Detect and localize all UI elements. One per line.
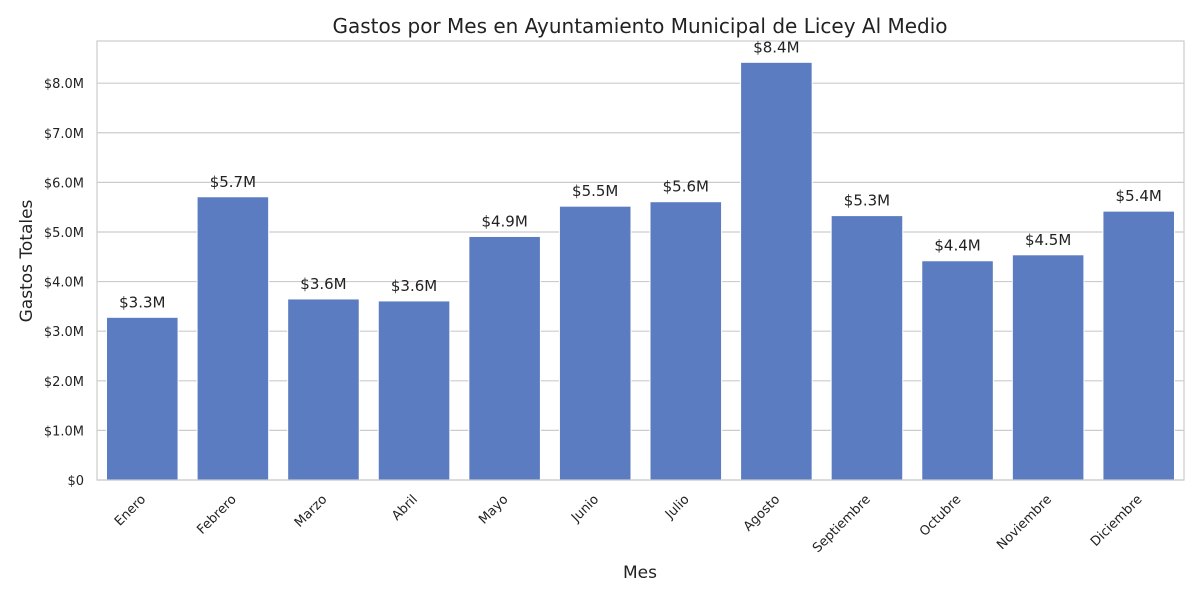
y-tick-label: $8.0M: [44, 77, 84, 92]
data-label: $5.5M: [572, 182, 618, 200]
x-tick-label: Junio: [568, 492, 602, 526]
x-tick-label: Abril: [389, 492, 421, 524]
bar-octubre: [921, 260, 994, 481]
x-tick-label: Octubre: [917, 492, 964, 539]
bar-marzo: [287, 298, 360, 481]
x-axis-label: Mes: [623, 563, 657, 583]
data-label: $3.3M: [119, 293, 165, 311]
y-tick-label: $5.0M: [44, 226, 84, 241]
x-tick-label: Noviembre: [994, 492, 1055, 553]
bar-abril: [377, 300, 451, 481]
data-labels: $3.3M $5.7M $3.6M $3.6M $4.9M $5.5M $5.6M $8.4M…: [119, 38, 1162, 311]
data-label: $5.3M: [844, 192, 890, 210]
data-label: $5.6M: [663, 178, 709, 196]
data-label: $4.4M: [934, 237, 980, 255]
data-label: $8.4M: [753, 38, 799, 56]
y-tick-label: $0: [67, 474, 84, 489]
y-axis-label: Gastos Totales: [17, 199, 37, 322]
plot-frame: [96, 40, 1185, 481]
x-tick-label: Julio: [662, 492, 693, 523]
y-axis-ticks: $0 $1.0M $2.0M $3.0M $4.0M $5.0M $6.0M $7.0M $8.…: [44, 77, 84, 489]
bar-agosto: [740, 61, 813, 481]
y-tick-label: $3.0M: [44, 325, 84, 340]
data-label: $4.5M: [1025, 231, 1071, 249]
bar-diciembre: [1102, 210, 1175, 481]
bar-enero: [106, 316, 179, 481]
data-label: $3.6M: [300, 275, 346, 293]
x-tick-label: Marzo: [292, 492, 330, 530]
x-axis-ticks: Enero Febrero Marzo Abril Mayo Junio Julio Agos…: [112, 492, 1146, 556]
y-tick-label: $7.0M: [44, 127, 84, 142]
bar-junio: [558, 205, 632, 481]
x-tick-label: Diciembre: [1088, 492, 1146, 550]
bar-mayo: [468, 235, 541, 481]
bars: [106, 61, 1175, 481]
gridlines: [97, 82, 1184, 481]
chart-title: Gastos por Mes en Ayuntamiento Municipal…: [332, 14, 947, 38]
data-label: $5.4M: [1116, 187, 1162, 205]
y-tick-label: $6.0M: [44, 176, 84, 191]
bar-septiembre: [830, 215, 904, 481]
y-tick-label: $2.0M: [44, 375, 84, 390]
bar-febrero: [196, 196, 270, 481]
data-label: $4.9M: [481, 212, 527, 230]
bar-noviembre: [1011, 254, 1085, 481]
data-label: $3.6M: [391, 277, 437, 295]
x-tick-label: Septiembre: [810, 492, 874, 556]
x-tick-label: Enero: [112, 492, 149, 529]
x-tick-label: Febrero: [194, 492, 239, 537]
y-tick-label: $4.0M: [44, 276, 84, 291]
x-tick-label: Mayo: [476, 492, 511, 527]
data-label: $5.7M: [210, 173, 256, 191]
y-tick-label: $1.0M: [44, 424, 84, 439]
bar-julio: [649, 201, 723, 481]
x-tick-label: Agosto: [741, 492, 783, 534]
